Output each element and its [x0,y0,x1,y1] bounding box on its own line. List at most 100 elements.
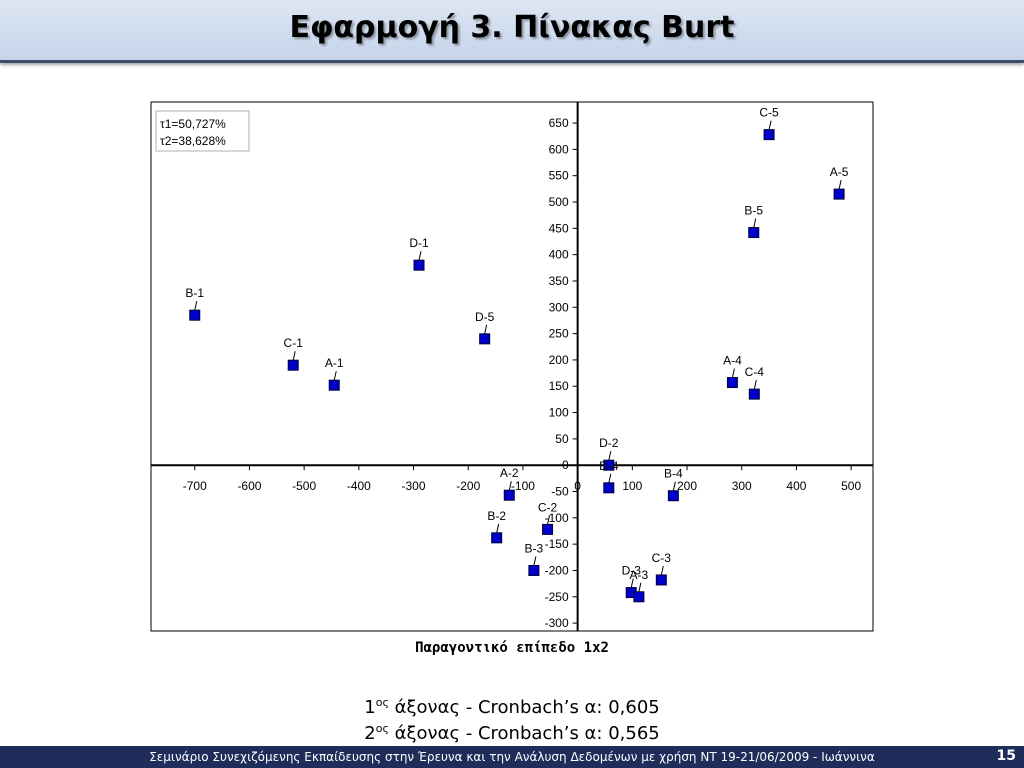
x-tick-label: 300 [732,479,752,493]
data-point-B-1 [189,309,201,321]
x-tick-label: 400 [786,479,806,493]
plot-frame [150,101,874,632]
footer-text: Σεμινάριο Συνεχιζόμενης Εκπαίδευσης στην… [149,750,875,764]
point-label-C-5: C-5 [759,106,779,120]
point-label-C-4: C-4 [745,365,765,379]
y-tick-label: -250 [545,590,569,604]
x-tick-label: -600 [237,479,261,493]
point-leader [194,301,198,311]
y-tick-label: 0 [562,458,569,472]
data-point-C-1 [287,359,299,371]
footer-bar: Σεμινάριο Συνεχιζόμενης Εκπαίδευσης στην… [0,746,1024,768]
point-label-D-2: D-2 [599,436,619,450]
scatter-chart: -700 -600 -500 -400 -300 -200 -100 0 100 200 300 40… [150,101,874,656]
point-label-D-4: D-4 [599,459,619,473]
point-label-B-5: B-5 [744,204,763,218]
point-leader [608,473,612,483]
stats-line-1-number: 1 [364,697,376,718]
x-tick-label: -100 [511,479,535,493]
y-tick-label: 150 [549,379,569,393]
chart-title: Παραγοντικό επίπεδο 1x2 [415,640,609,656]
data-point-B-2 [491,532,503,544]
y-tick-label: 300 [549,300,569,314]
point-label-B-4: B-4 [664,467,683,481]
stats-line-2-number: 2 [364,723,376,744]
y-tick-label: -100 [545,511,569,525]
y-tick-label: -150 [545,537,569,551]
point-label-A-2: A-2 [500,466,519,480]
x-tick-label: -300 [402,479,426,493]
point-leader [608,451,612,461]
y-tick-label: 550 [549,169,569,183]
point-leader [838,180,842,190]
point-label-A-1: A-1 [325,356,344,370]
data-point-C-4 [748,388,760,400]
y-tick-label: 100 [549,406,569,420]
data-point-A-2 [503,489,515,501]
y-tick-label: 400 [549,248,569,262]
data-point-B-4 [667,490,679,502]
stats-line-2: 2ος άξονας - Cronbach’s α: 0,565 [0,722,1024,744]
data-point-D-2 [603,459,615,471]
point-leader [533,556,537,566]
point-leader [496,523,500,533]
point-leader [753,380,757,390]
point-label-B-3: B-3 [525,541,544,555]
legend-entry: τ1=50,727% [160,117,226,131]
data-point-C-5 [763,129,775,141]
point-leader [508,481,512,491]
point-leader [672,481,676,491]
point-leader [768,120,772,130]
stats-line-1-text: άξονας - Cronbach’s α: 0,605 [388,697,660,718]
x-tick-label: -700 [183,479,207,493]
y-tick-label: 500 [549,195,569,209]
point-leader [547,515,551,525]
y-tick-label: 600 [549,142,569,156]
x-tick-label: -400 [347,479,371,493]
legend-box [155,110,250,152]
point-leader [292,351,296,361]
point-leader [753,218,757,228]
y-tick-label: -200 [545,563,569,577]
y-tick-label: 650 [549,116,569,130]
y-tick-label: -50 [551,485,569,499]
point-label-C-1: C-1 [284,336,304,350]
point-leader [333,371,337,381]
point-label-C-3: C-3 [652,551,672,565]
point-label-A-3: A-3 [630,568,649,582]
point-leader [660,565,664,576]
data-point-A-3 [633,591,645,603]
stats-line-2-suffix: ος [375,722,389,735]
point-leader [630,578,634,588]
data-point-B-5 [748,227,760,239]
data-point-B-3 [528,564,540,576]
y-tick-label: 200 [549,353,569,367]
legend-entry: τ2=38,628% [160,134,226,148]
point-leader [731,368,735,378]
point-label-B-1: B-1 [185,286,204,300]
y-tick-label: -300 [545,616,569,630]
data-point-C-2 [542,523,554,535]
point-label-B-2: B-2 [487,509,506,523]
point-label-A-4: A-4 [723,354,742,368]
stats-line-2-text: άξονας - Cronbach’s α: 0,565 [388,723,660,744]
data-point-A-5 [833,188,845,200]
data-point-A-4 [726,377,738,389]
y-tick-label: 50 [555,432,569,446]
point-label-D-3: D-3 [622,564,642,578]
stats-line-1-suffix: ος [375,696,389,709]
stats-line-1: 1ος άξονας - Cronbach’s α: 0,605 [0,696,1024,718]
point-label-C-2: C-2 [538,500,558,514]
point-label-D-5: D-5 [475,310,495,324]
y-tick-label: 450 [549,221,569,235]
y-tick-label: 250 [549,327,569,341]
x-tick-label: 500 [841,479,861,493]
slide-title: Εφαρμογή 3. Πίνακας Burt [289,10,735,45]
x-tick-label: 100 [622,479,642,493]
data-point-C-3 [655,574,667,586]
point-label-A-5: A-5 [830,165,849,179]
x-tick-label: -500 [292,479,316,493]
x-tick-label: 200 [677,479,697,493]
data-point-D-5 [479,333,491,345]
page-number: 15 [996,748,1016,764]
